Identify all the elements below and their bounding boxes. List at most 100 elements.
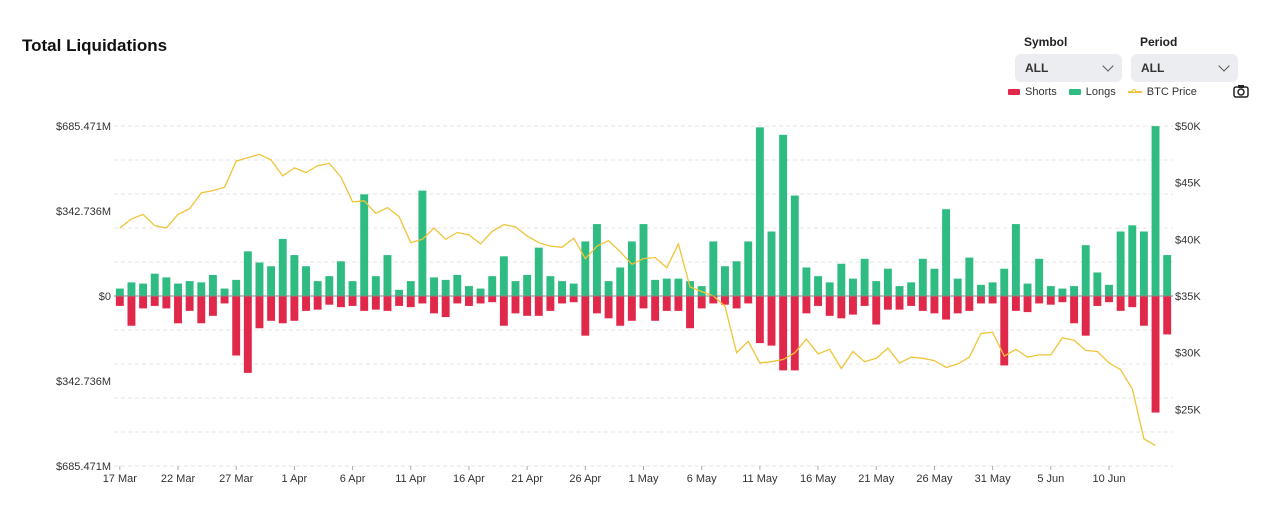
shorts-bar [767,296,776,346]
shorts-bar [686,296,695,329]
shorts-bar [325,296,334,305]
longs-bar [464,286,473,296]
shorts-bar [802,296,811,314]
shorts-bar [883,296,892,310]
shorts-bar [825,296,834,316]
shorts-bar [1035,296,1044,304]
longs-bar [546,276,555,296]
shorts-bar [174,296,182,324]
longs-bar [709,241,718,296]
shorts-bar [476,296,485,304]
longs-bar [336,261,345,296]
longs-bar [569,283,578,296]
right-axis-tick-label: $50K [1175,121,1201,133]
shorts-bar [1128,296,1137,308]
shorts-bar [127,296,136,326]
longs-bar [278,238,287,296]
longs-bar [592,224,601,296]
right-axis-tick-label: $30K [1175,348,1201,360]
right-axis-tick-label: $25K [1175,404,1201,416]
shorts-bar [581,296,590,336]
longs-bar [837,263,846,296]
shorts-bar [651,296,660,321]
shorts-bar [1070,296,1079,324]
longs-bar [476,288,485,296]
longs-bar [406,281,415,296]
longs-bar [627,241,636,296]
longs-bar [232,279,241,296]
longs-bar [895,286,904,296]
longs-bar [662,278,671,296]
longs-bar [814,276,823,296]
shorts-bar [558,296,566,304]
longs-bar [325,276,334,296]
longs-bar [802,267,811,296]
x-axis-tick-label: 17 Mar [103,473,138,485]
x-axis-tick-label: 21 May [858,473,895,485]
longs-bar [371,276,380,296]
period-label: Period [1140,35,1178,49]
longs-bar [918,258,927,296]
longs-bar [150,273,159,296]
longs-bar [977,284,985,296]
longs-bar [1035,258,1044,296]
shorts-bar [604,296,613,319]
legend-item-longs[interactable]: Longs [1068,86,1116,98]
longs-bar [953,278,962,296]
longs-bar [860,258,869,296]
left-axis-tick-label: $685.471M [56,121,111,133]
longs-bar [755,127,764,296]
longs-bar [395,289,404,296]
longs-bar [511,281,520,296]
left-axis-tick-label: $685.471M [56,461,111,473]
longs-bar [220,288,229,296]
x-axis-tick-label: 11 Apr [395,473,426,485]
shorts-bar [1163,296,1172,335]
shorts-bar [360,296,369,311]
longs-bar [616,267,625,296]
x-axis-tick-label: 6 May [687,473,717,485]
shorts-bar [208,296,217,316]
shorts-bar [488,296,497,303]
legend-label-shorts: Shorts [1025,86,1057,98]
longs-bar [1093,272,1102,296]
shorts-bar [1093,296,1102,306]
shorts-bar [453,296,462,304]
longs-bar [1000,268,1009,296]
right-axis-tick-label: $35K [1175,291,1201,303]
symbol-select[interactable]: ALL [1015,54,1122,82]
x-axis-tick-label: 31 May [975,473,1012,485]
camera-icon[interactable] [1233,84,1249,98]
shorts-bar [511,296,520,314]
longs-bar [907,282,916,296]
longs-bar [1116,231,1125,296]
longs-bar [721,266,729,296]
right-axis-tick-label: $45K [1175,178,1201,190]
legend-item-btc-price[interactable]: BTC Price [1127,86,1197,98]
longs-bar [441,279,450,296]
longs-bar [1046,286,1055,296]
shorts-bar [814,296,823,306]
shorts-bar [278,296,287,324]
longs-bar [430,277,438,296]
x-axis-tick-label: 1 Apr [282,473,308,485]
longs-bar [651,279,660,296]
longs-bar [1105,284,1113,296]
longs-bar [744,241,753,296]
longs-bar [185,281,194,296]
x-axis-tick-label: 21 Apr [511,473,543,485]
longs-bar [127,282,136,296]
longs-bar [1163,255,1172,296]
longs-bar [267,266,276,296]
period-select[interactable]: ALL [1131,54,1238,82]
shorts-bar [639,296,648,309]
longs-bar [523,274,532,296]
shorts-bar [732,296,741,309]
longs-bar [639,224,648,296]
legend-item-shorts[interactable]: Shorts [1008,86,1057,98]
shorts-bar [523,296,532,316]
longs-bar [779,134,788,296]
legend-label-longs: Longs [1085,86,1116,98]
longs-bar [965,257,974,296]
